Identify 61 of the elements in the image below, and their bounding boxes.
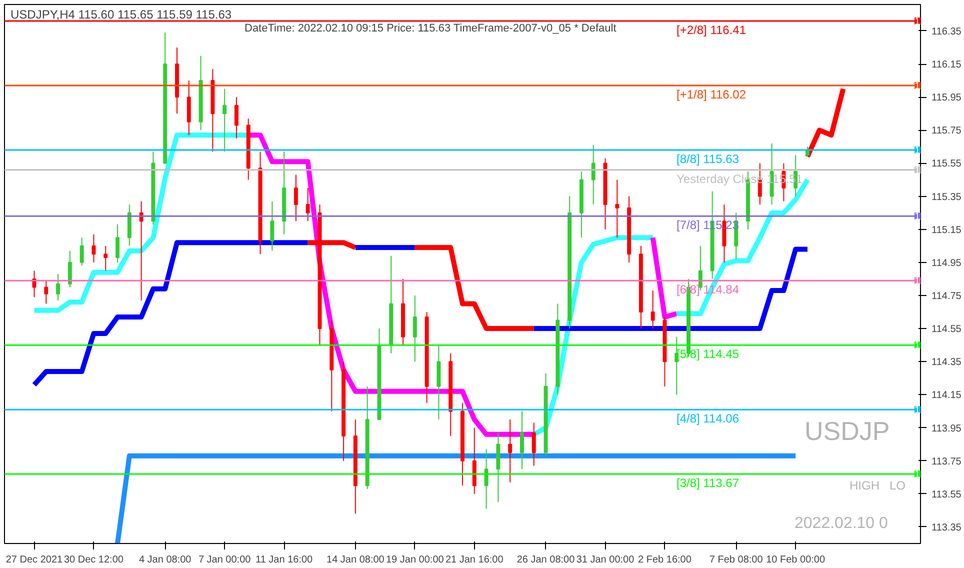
- annotation: 2022.02.10 0: [794, 515, 888, 532]
- y-tick-label: 114.95: [932, 258, 962, 269]
- ref-line-label: [+1/8] 116.02: [676, 88, 746, 102]
- candlestick: [270, 200, 274, 252]
- candlestick: [650, 290, 655, 330]
- text: DateTime: 2022.02.10 09:15 Price: 115.63 TimeFrame-2007-v0_05 * Default: [244, 22, 616, 34]
- y-tick-label: 115.55: [932, 158, 962, 170]
- y-tick-label: 115.35: [932, 192, 962, 203]
- candlestick: [484, 448, 488, 510]
- candlestick: [222, 88, 227, 152]
- y-tick-label: 114.15: [932, 390, 962, 402]
- candlestick: [532, 422, 536, 466]
- y-tick-label: 115.15: [932, 224, 962, 236]
- candlestick: [44, 280, 48, 304]
- candlestick: [306, 188, 310, 222]
- candlestick: [412, 294, 417, 362]
- y-tick-label: 116.15: [932, 60, 962, 71]
- ref-line-label: [+2/8] 116.41: [676, 23, 746, 38]
- candlestick: [92, 234, 96, 263]
- y-tick-label: 113.95: [932, 423, 962, 434]
- annotation: LO: [890, 478, 906, 493]
- x-tick-label: 30 Dec 12:00: [64, 554, 124, 566]
- ref-line-label: [8/8] 115.63: [676, 152, 740, 166]
- ref-line-label: [4/8] 114.06: [676, 412, 740, 426]
- x-tick-label: 2 Feb 16:00: [638, 554, 692, 566]
- x-tick-label: 7 Jan 00:00: [198, 554, 252, 566]
- y-tick-label: 115.75: [932, 126, 962, 137]
- candlestick: [508, 418, 512, 483]
- y-tick-label: 113.75: [932, 456, 962, 468]
- y-tick-label: 113.35: [932, 522, 962, 534]
- x-tick-label: 14 Jan 08:00: [326, 554, 385, 566]
- candlestick: [591, 144, 596, 206]
- x-tick-label: 11 Jan 16:00: [256, 554, 314, 566]
- y-tick-label: 114.55: [932, 324, 962, 336]
- candlestick: [698, 245, 702, 292]
- x-tick-label: 26 Jan 08:00: [516, 554, 576, 566]
- x-tick-label: 21 Jan 16:00: [445, 554, 504, 566]
- candlestick: [104, 245, 108, 272]
- annotation: USDJP: [804, 416, 890, 446]
- candlestick: [80, 237, 84, 266]
- x-tick-label: 19 Jan 00:00: [386, 554, 444, 566]
- y-tick-label: 115.95: [932, 92, 962, 104]
- y-tick-label: 116.35: [932, 26, 962, 38]
- candlestick: [234, 96, 238, 139]
- annotation: HIGH: [850, 478, 880, 493]
- candlestick: [68, 250, 72, 288]
- x-tick-label: 7 Feb 08:00: [709, 554, 764, 566]
- x-tick-label: 4 Jan 08:00: [138, 554, 192, 566]
- y-tick-label: 114.75: [932, 290, 962, 302]
- x-tick-label: 31 Jan 00:00: [576, 554, 635, 566]
- x-tick-label: 27 Dec 2021: [6, 554, 64, 566]
- candlestick: [520, 410, 524, 470]
- candlestick: [615, 179, 620, 238]
- candlestick: [294, 174, 298, 222]
- y-tick-label: 114.35: [932, 357, 962, 368]
- chart-title: USDJPY,H4 115.60 115.65 115.59 115.63: [10, 8, 232, 22]
- y-tick-label: 113.55: [932, 489, 962, 500]
- candlestick: [56, 274, 60, 301]
- candlestick: [116, 224, 120, 263]
- x-tick-label: 10 Feb 00:00: [766, 554, 826, 566]
- ref-line-label: [3/8] 113.67: [676, 476, 740, 490]
